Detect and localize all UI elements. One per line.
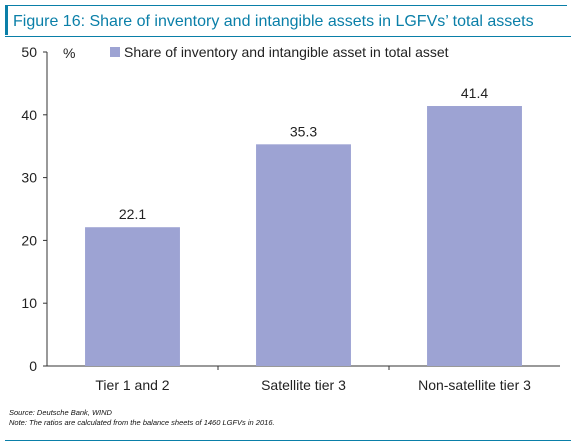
figure-title: Figure 16: Share of inventory and intang… [13,13,534,30]
bar-data-label: 41.4 [461,85,488,101]
figure-notes: Source: Deutsche Bank, WIND Note: The ra… [9,408,275,428]
x-category-label: Satellite tier 3 [261,377,346,393]
bar [85,227,180,366]
y-tick-label: 10 [21,295,37,311]
legend-swatch [110,47,120,57]
source-note: Source: Deutsche Bank, WIND [9,408,112,417]
y-tick-label: 40 [21,107,37,123]
bar [427,106,522,367]
x-category-label: Tier 1 and 2 [95,377,169,393]
chart-legend: Share of inventory and intangible asset … [110,44,449,60]
y-tick-label: 30 [21,170,37,186]
y-axis-unit-label: % [63,45,76,61]
title-accent-bar [5,5,8,35]
bar-data-label: 22.1 [119,206,146,222]
y-tick-label: 0 [29,358,37,374]
y-tick-label: 20 [21,232,37,248]
x-category-label: Non-satellite tier 3 [418,377,531,393]
title-frame [5,5,567,36]
bar-chart: 0 10 20 30 40 50 22.1 Tier 1 and 2 35.3 Satellite… [21,44,560,393]
bar [256,144,351,366]
method-note: Note: The ratios are calculated from the… [9,418,275,427]
y-tick-label: 50 [21,44,37,60]
title-divider [5,36,571,37]
bar-data-label: 35.3 [290,123,317,139]
legend-label: Share of inventory and intangible asset … [124,44,449,60]
bottom-divider [5,440,571,441]
